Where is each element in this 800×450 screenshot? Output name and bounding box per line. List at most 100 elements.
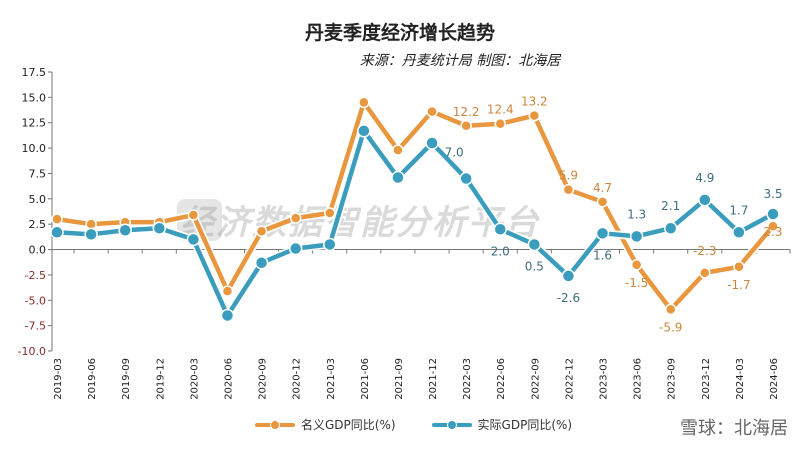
data-label: 2.3 [763, 225, 782, 239]
data-label: 1.7 [729, 203, 748, 217]
x-tick-label: 2023-06 [633, 358, 644, 400]
data-label: 13.2 [521, 95, 548, 109]
x-tick-label: 2021-06 [360, 358, 371, 400]
data-label: -1.5 [625, 276, 648, 290]
data-label: 2.1 [661, 199, 680, 213]
data-point [494, 117, 506, 130]
data-point [391, 170, 405, 185]
data-point [460, 120, 472, 132]
data-label: 3.5 [763, 187, 782, 201]
data-point [733, 261, 745, 273]
data-point [629, 229, 644, 244]
x-tick-label: 2021-12 [428, 358, 439, 400]
legend-swatch-nominal [255, 419, 295, 430]
data-point [254, 255, 269, 270]
x-tick-label: 2021-09 [394, 358, 405, 400]
x-tick-label: 2023-09 [667, 358, 678, 400]
data-point [323, 237, 337, 252]
x-tick-label: 2019-09 [121, 358, 132, 400]
series-line-0 [56, 100, 775, 312]
data-point [84, 227, 98, 242]
y-tick-label: -10.0 [18, 345, 46, 358]
x-tick-label: 2020-12 [292, 358, 303, 400]
data-label: -1.7 [727, 278, 750, 292]
data-point [528, 109, 541, 122]
y-tick-label: 5.0 [29, 193, 47, 206]
x-tick-label: 2020-03 [189, 358, 200, 400]
y-tick-label: -7.5 [25, 320, 46, 333]
data-point [698, 193, 712, 207]
data-point [358, 96, 370, 109]
data-point [392, 144, 404, 156]
data-point [255, 225, 268, 238]
data-label: 0.5 [525, 259, 544, 273]
data-point [459, 171, 473, 186]
data-point [186, 232, 201, 247]
legend-item-nominal: 名义GDP同比(%) [255, 416, 396, 433]
data-point [289, 212, 302, 224]
data-point [425, 136, 439, 150]
data-label: 1.6 [593, 248, 612, 262]
data-point [220, 308, 235, 323]
x-tick-label: 2024-03 [735, 358, 746, 400]
y-tick-label: -2.5 [25, 269, 46, 282]
data-label: 4.7 [593, 181, 612, 195]
data-point [699, 267, 711, 279]
x-tick-label: 2024-06 [769, 358, 780, 400]
legend-label-real: 实际GDP同比(%) [477, 418, 573, 432]
data-label: 2.0 [491, 244, 510, 258]
y-tick-label: -5.0 [25, 294, 46, 307]
y-tick-label: 2.5 [29, 218, 47, 231]
data-point [152, 221, 167, 235]
data-point [493, 222, 507, 237]
y-tick-label: 12.5 [22, 117, 47, 130]
data-point [324, 207, 336, 219]
data-point [426, 105, 438, 118]
x-tick-label: 2023-12 [701, 358, 712, 400]
legend-label-nominal: 名义GDP同比(%) [301, 418, 396, 432]
data-label: -2.3 [693, 244, 716, 258]
data-label: 1.3 [627, 207, 646, 221]
data-point [561, 269, 576, 283]
x-tick-label: 2022-09 [530, 358, 541, 400]
data-point [51, 213, 63, 225]
chart-title: 丹麦季度经济增长趋势 [304, 22, 495, 44]
data-point [221, 285, 234, 297]
x-tick-label: 2022-03 [462, 358, 473, 400]
data-point [767, 220, 779, 232]
data-point [664, 303, 677, 316]
legend-item-real: 实际GDP同比(%) [431, 416, 573, 433]
x-tick-label: 2019-03 [53, 358, 64, 400]
data-point [118, 223, 132, 238]
x-tick-label: 2022-12 [564, 358, 575, 400]
x-tick-label: 2019-12 [155, 358, 166, 400]
watermark: 经济数据智能分析平台 [180, 203, 540, 243]
y-tick-label: 17.5 [22, 66, 47, 79]
legend: 名义GDP同比(%) 实际GDP同比(%) [255, 416, 572, 433]
data-label: -2.6 [557, 291, 580, 305]
x-tick-label: 2019-06 [87, 358, 98, 400]
x-tick-label: 2022-06 [496, 358, 507, 400]
y-tick-label: 15.0 [22, 91, 47, 104]
data-point [288, 241, 303, 256]
data-point [596, 196, 609, 208]
data-label: 7.0 [445, 146, 464, 160]
data-point [732, 225, 746, 240]
x-tick-label: 2020-06 [223, 358, 234, 400]
y-tick-label: 0.0 [29, 244, 47, 257]
data-label: -5.9 [659, 320, 682, 334]
data-point [630, 259, 643, 271]
data-label: 4.9 [695, 171, 714, 185]
x-tick-label: 2020-09 [258, 358, 269, 400]
data-point [50, 225, 64, 240]
data-point [562, 183, 575, 196]
data-point [663, 221, 678, 235]
chart-subtitle: 来源：丹麦统计局 制图：北海居 [359, 53, 561, 69]
x-tick-label: 2021-03 [326, 358, 337, 400]
series-line-1 [56, 128, 775, 318]
data-label: 12.2 [453, 105, 480, 119]
data-point [357, 124, 371, 138]
data-point [595, 226, 610, 241]
data-point [527, 237, 542, 252]
